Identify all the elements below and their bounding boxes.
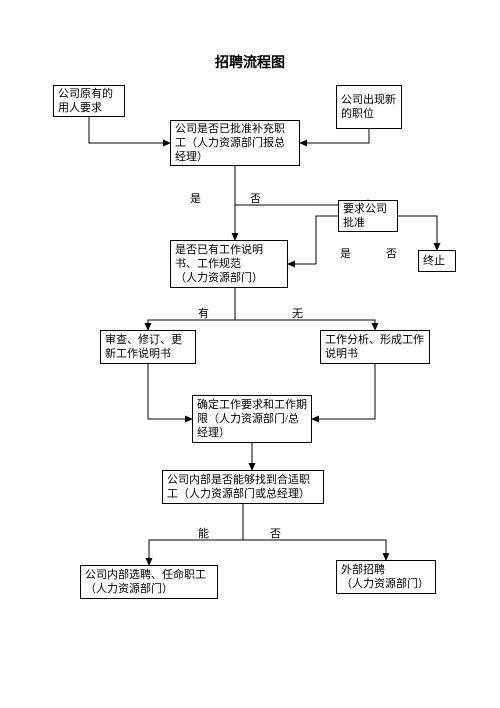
node-request-approval: 要求公司批准 (338, 200, 398, 232)
flowchart-canvas: 招聘流程图 公司原有的用人要求 公司出现新的职位 公司是否已批准补充职工（人力资… (0, 0, 500, 708)
node-existing-demand: 公司原有的用人要求 (53, 85, 125, 117)
node-external-recruit: 外部招聘 （人力资源部门） (336, 560, 436, 594)
node-analyze-job: 工作分析、形成工作说明书 (320, 330, 430, 364)
node-internal-candidate: 公司内部是否能够找到合适职工（人力资源部门或总经理） (162, 470, 324, 504)
edge-label-cannot: 否 (270, 525, 281, 541)
node-define-requirements: 确定工作要求和工作期限（人力资源部门/总经理） (192, 395, 312, 443)
edge-label-none: 无 (292, 305, 303, 321)
edge-label-no-2: 否 (386, 245, 397, 261)
node-new-position: 公司出现新的职位 (336, 85, 402, 129)
edge-label-can: 能 (198, 525, 209, 541)
edge-label-yes-2: 是 (340, 245, 351, 261)
edge-label-yes-1: 是 (190, 190, 201, 206)
node-review-spec: 审查、修订、更新工作说明书 (100, 330, 196, 364)
node-company-approved: 公司是否已批准补充职工（人力资源部门报总经理） (170, 120, 300, 166)
node-has-job-spec: 是否已有工作说明书、工作规范 （人力资源部门） (170, 240, 288, 288)
node-terminate: 终止 (418, 250, 456, 272)
edge-label-no-1: 否 (250, 190, 261, 206)
node-internal-select: 公司内部选聘、任命职工（人力资源部门） (80, 565, 218, 599)
edge-label-has: 有 (198, 305, 209, 321)
